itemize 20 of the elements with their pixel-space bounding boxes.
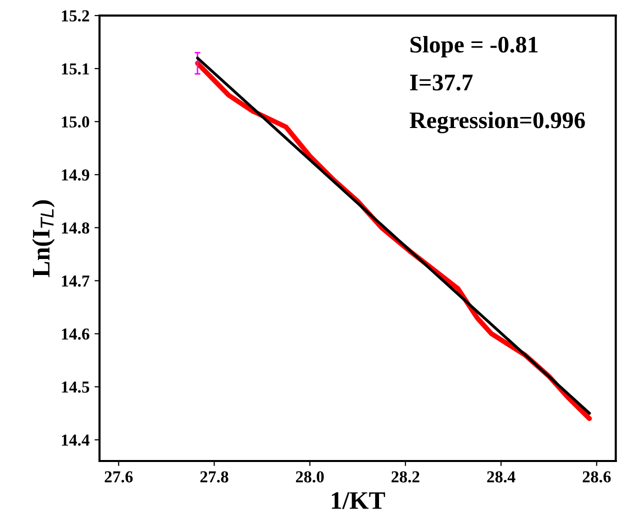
x-tick-label: 27.6	[104, 471, 133, 483]
x-axis-title: 1/KT	[332, 492, 386, 510]
y-tick-label: 14.4	[62, 434, 90, 446]
annotation: I=37.7	[410, 74, 473, 91]
x-tick-label: 28.2	[392, 471, 420, 483]
x-tick-label: 27.8	[200, 471, 228, 483]
x-tick-label: 28.4	[487, 471, 516, 483]
y-tick-label: 15.2	[62, 10, 90, 22]
y-tick-label: 15.0	[62, 116, 90, 128]
y-tick-label: 14.9	[62, 169, 90, 181]
y-axis-title: Ln(I$_{TL}$)	[32, 200, 55, 278]
y-tick-label: 15.1	[62, 63, 89, 75]
annotation: Regression=0.996	[410, 112, 585, 134]
y-tick-label: 14.6	[62, 328, 90, 340]
y-tick-label: 14.8	[62, 222, 90, 234]
y-tick-label: 14.7	[62, 275, 90, 287]
annotation: Slope = -0.81	[410, 36, 538, 58]
x-tick-label: 28.6	[582, 471, 611, 483]
y-tick-label: 14.5	[62, 382, 90, 393]
x-tick-label: 28.0	[296, 471, 324, 483]
